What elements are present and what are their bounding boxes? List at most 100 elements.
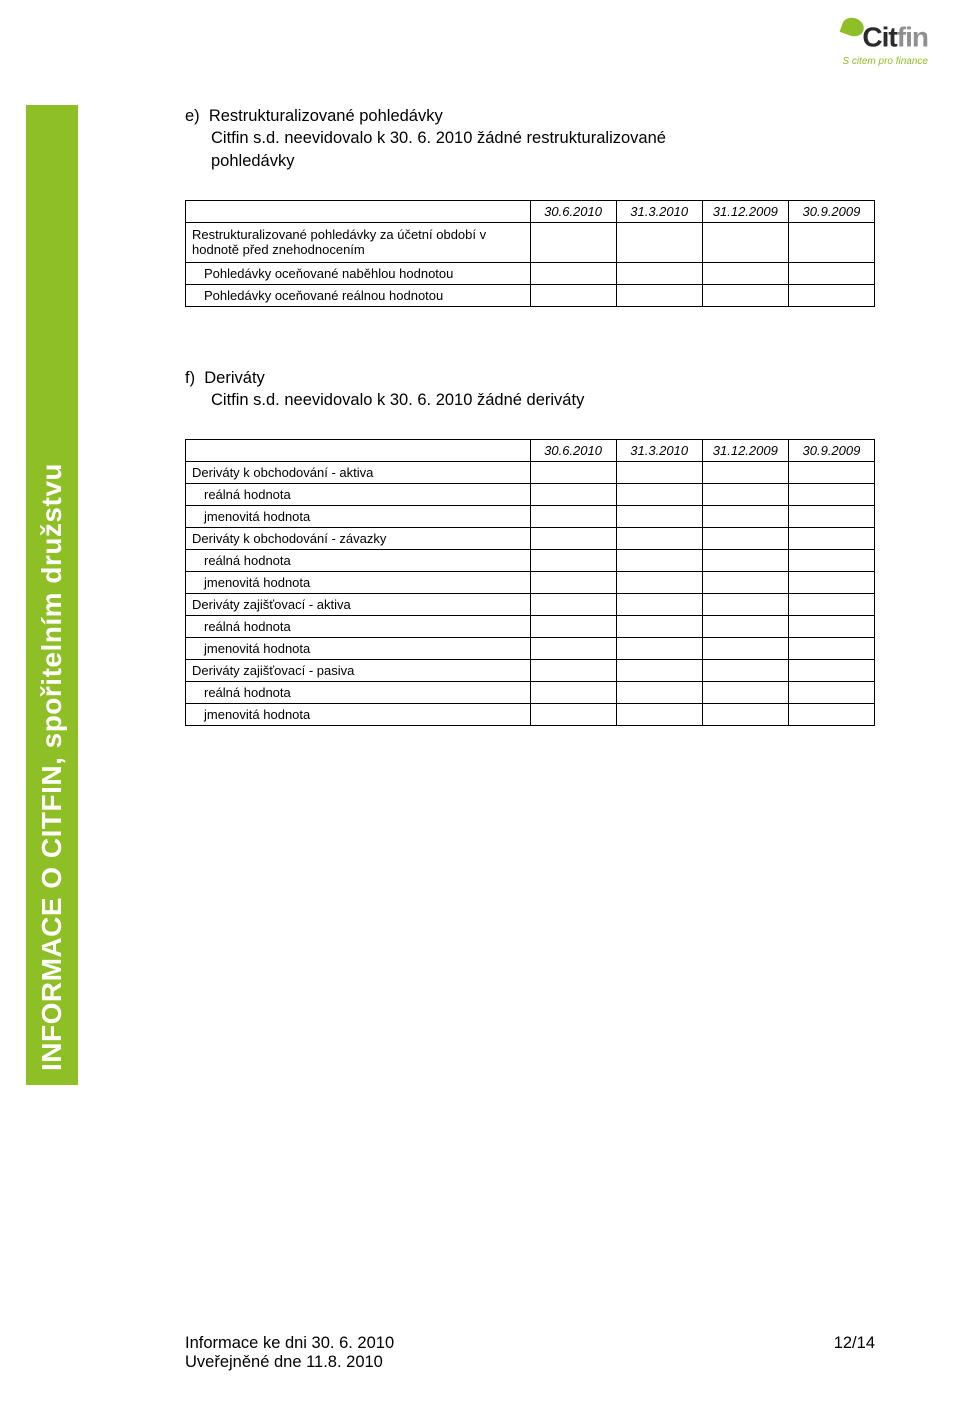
- brand-logo: Citfin S citem pro finance: [842, 18, 928, 67]
- table-row-label: Deriváty k obchodování - závazky: [186, 528, 531, 550]
- table-row-label: Deriváty zajišťovací - aktiva: [186, 594, 531, 616]
- table-header-cell: 30.9.2009: [788, 440, 874, 462]
- table-cell: [530, 572, 616, 594]
- table-cell: [530, 550, 616, 572]
- table-row: Pohledávky oceňované reálnou hodnotou: [186, 284, 875, 306]
- table-cell: [616, 682, 702, 704]
- footer-page-number: 12/14: [834, 1334, 875, 1353]
- table-row-label: jmenovitá hodnota: [186, 506, 531, 528]
- table-cell: [702, 506, 788, 528]
- section-f-subline: Citfin s.d. neevidovalo k 30. 6. 2010 žá…: [185, 389, 875, 411]
- section-e-subline-1: Citfin s.d. neevidovalo k 30. 6. 2010 žá…: [185, 127, 875, 149]
- table-cell: [702, 660, 788, 682]
- table-cell: [616, 222, 702, 262]
- table-cell: [616, 638, 702, 660]
- table-cell: [616, 484, 702, 506]
- table-row: Pohledávky oceňované naběhlou hodnotou: [186, 262, 875, 284]
- table-row: reálná hodnota: [186, 616, 875, 638]
- table-cell: [702, 484, 788, 506]
- table-row-label: Deriváty k obchodování - aktiva: [186, 462, 531, 484]
- table-cell: [616, 594, 702, 616]
- footer-left-1: Informace ke dni 30. 6. 2010: [185, 1334, 394, 1353]
- table-row-label: Pohledávky oceňované naběhlou hodnotou: [186, 262, 531, 284]
- section-e-heading: e) Restrukturalizované pohledávky Citfin…: [185, 105, 875, 172]
- table-row-label: reálná hodnota: [186, 616, 531, 638]
- table-cell: [702, 262, 788, 284]
- table-row: reálná hodnota: [186, 484, 875, 506]
- table-cell: [702, 462, 788, 484]
- table-cell: [788, 262, 874, 284]
- table-cell: [788, 704, 874, 726]
- table-row-label: jmenovitá hodnota: [186, 704, 531, 726]
- table-cell: [788, 660, 874, 682]
- table-row-label: jmenovitá hodnota: [186, 572, 531, 594]
- side-bar: INFORMACE O CITFIN, spořitelním družstvu: [26, 105, 78, 1085]
- table-header-cell: 31.3.2010: [616, 440, 702, 462]
- table-cell: [616, 262, 702, 284]
- logo-tagline: S citem pro finance: [842, 56, 928, 67]
- table-cell: [702, 594, 788, 616]
- table-cell: [702, 704, 788, 726]
- section-f-title: Deriváty: [204, 369, 265, 387]
- table-cell: [788, 572, 874, 594]
- table-row-label: reálná hodnota: [186, 682, 531, 704]
- table-cell: [702, 550, 788, 572]
- table-cell: [530, 284, 616, 306]
- table-cell: [530, 638, 616, 660]
- table-cell: [702, 528, 788, 550]
- table-row: Deriváty k obchodování - závazky: [186, 528, 875, 550]
- table-header-cell: 30.6.2010: [530, 440, 616, 462]
- table-cell: [616, 528, 702, 550]
- table-restrukturalizovane: 30.6.2010 31.3.2010 31.12.2009 30.9.2009…: [185, 200, 875, 307]
- table-cell: [530, 682, 616, 704]
- table-cell: [788, 638, 874, 660]
- table-row: Deriváty zajišťovací - pasiva: [186, 660, 875, 682]
- table-cell: [530, 462, 616, 484]
- footer-left-2: Uveřejněné dne 11.8. 2010: [185, 1353, 875, 1372]
- table-cell: [530, 506, 616, 528]
- section-f-bullet: f): [185, 369, 195, 387]
- table-row: Restrukturalizované pohledávky za účetní…: [186, 222, 875, 262]
- table-cell: [702, 222, 788, 262]
- table-cell: [616, 660, 702, 682]
- table-cell: [616, 572, 702, 594]
- table-header-row: 30.6.2010 31.3.2010 31.12.2009 30.9.2009: [186, 200, 875, 222]
- table-cell: [530, 222, 616, 262]
- table-row-label: Deriváty zajišťovací - pasiva: [186, 660, 531, 682]
- table-header-empty: [186, 200, 531, 222]
- table-cell: [530, 660, 616, 682]
- table-cell: [530, 484, 616, 506]
- table-cell: [616, 704, 702, 726]
- table-row: Deriváty k obchodování - aktiva: [186, 462, 875, 484]
- table-row: Deriváty zajišťovací - aktiva: [186, 594, 875, 616]
- table-row-label: reálná hodnota: [186, 550, 531, 572]
- table-cell: [530, 594, 616, 616]
- table-cell: [788, 682, 874, 704]
- table-cell: [788, 484, 874, 506]
- table-header-empty: [186, 440, 531, 462]
- table-header-cell: 30.6.2010: [530, 200, 616, 222]
- table-row: reálná hodnota: [186, 550, 875, 572]
- section-f-heading: f) Deriváty Citfin s.d. neevidovalo k 30…: [185, 367, 875, 412]
- table-cell: [788, 506, 874, 528]
- table-cell: [616, 462, 702, 484]
- table-cell: [616, 506, 702, 528]
- table-derivaty: 30.6.2010 31.3.2010 31.12.2009 30.9.2009…: [185, 439, 875, 726]
- table-row: jmenovitá hodnota: [186, 704, 875, 726]
- table-cell: [530, 528, 616, 550]
- table-cell: [530, 262, 616, 284]
- table-cell: [702, 616, 788, 638]
- page-content: e) Restrukturalizované pohledávky Citfin…: [185, 105, 875, 726]
- table-row: jmenovitá hodnota: [186, 638, 875, 660]
- table-cell: [616, 550, 702, 572]
- table-cell: [616, 616, 702, 638]
- table-header-cell: 31.12.2009: [702, 440, 788, 462]
- table-row: jmenovitá hodnota: [186, 572, 875, 594]
- section-e-title: Restrukturalizované pohledávky: [209, 107, 443, 125]
- section-e-bullet: e): [185, 107, 200, 125]
- table-row: jmenovitá hodnota: [186, 506, 875, 528]
- section-e-subline-2: pohledávky: [185, 150, 875, 172]
- table-row: reálná hodnota: [186, 682, 875, 704]
- table-header-cell: 31.3.2010: [616, 200, 702, 222]
- table-cell: [788, 528, 874, 550]
